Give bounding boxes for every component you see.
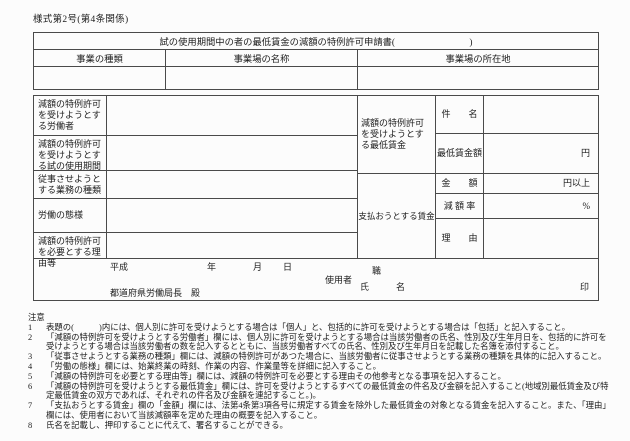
note-number: 6 <box>28 381 33 391</box>
note-number: 3 <box>28 352 33 362</box>
note-number: 4 <box>28 361 33 371</box>
note-item: 3 「従事させようとする業務の種類」欄には、減額の特例許可があつた場合に、当該労働… <box>28 352 612 362</box>
note-item: 2 「減額の特例許可を受けようとする労働者」欄には、個人別に許可を受けようとする場… <box>28 333 612 353</box>
workplace-name-field[interactable] <box>166 67 358 89</box>
trial-period-field[interactable] <box>107 136 358 171</box>
note-number: 8 <box>28 420 33 430</box>
work-mode-field[interactable] <box>107 199 358 233</box>
note-item: 4 「労働の態様」欄には、始業終業の時刻、作業の内容、作業量等を詳細に記入すること… <box>28 362 612 372</box>
reason-field[interactable] <box>107 233 358 259</box>
note-text: 表題の( )内には、個人別に許可を受けようとする場合は「個人」と、包括的に許可を… <box>46 322 570 332</box>
workers-field[interactable] <box>107 96 358 136</box>
paid-wage-group-label: 支払おうとする賃金 <box>358 174 436 259</box>
business-type-field[interactable] <box>34 67 166 89</box>
notes-heading: 注意 <box>28 313 45 322</box>
form-number: 様式第2号(第4条関係) <box>33 15 129 25</box>
day-label: 日 <box>283 262 293 272</box>
note-text: 「労働の態様」欄には、始業終業の時刻、作業の内容、作業量等を詳細に記入すること。 <box>46 361 381 371</box>
reason-label: 減額の特例許可を必要とする理由等 <box>34 233 107 268</box>
note-item: 1 表題の( )内には、個人別に許可を受けようとする場合は「個人」と、包括的に許可… <box>28 323 612 333</box>
workplace-address-field[interactable] <box>358 67 598 89</box>
month-label: 月 <box>253 262 263 272</box>
workplace-address-header: 事業場の所在地 <box>445 55 511 65</box>
note-item: 8 氏名を記載し、押印することに代えて、署名することができる。 <box>28 421 612 431</box>
wage-reason-label: 理 由 <box>436 219 484 259</box>
workplace-name-header: 事業場の名称 <box>166 50 358 66</box>
year-label: 年 <box>207 262 217 272</box>
note-number: 1 <box>28 322 33 332</box>
notes-section: 注意 1 表題の( )内には、個人別に許可を受けようとする場合は「個人」と、包括的… <box>28 313 612 431</box>
amount-label: 金 額 <box>436 174 484 194</box>
header-table: 試の使用期間中の者の最低賃金の減額の特例許可申請書( ) 事業の種類 事業場の名… <box>33 32 599 90</box>
addressee-label: 都道府県労働局長 殿 <box>110 288 201 298</box>
min-wage-group-label: 減額の特例許可を受けようとする最低賃金 <box>358 96 436 174</box>
name-label: 氏 名 <box>360 282 406 292</box>
seal-label: 印 <box>580 282 590 292</box>
work-mode-label: 労働の態様 <box>34 199 107 233</box>
business-type-header: 事業の種類 <box>34 50 166 66</box>
work-type-field[interactable] <box>107 171 358 199</box>
min-wage-amount-label: 最低賃金額 <box>436 134 484 174</box>
note-text: 「減額の特例許可を必要とする理由等」欄には、減額の特例許可を必要とする理由その他… <box>46 371 506 381</box>
wage-reason-field[interactable] <box>484 219 598 259</box>
subject-label: 件 名 <box>436 96 484 134</box>
note-number: 7 <box>28 401 33 411</box>
position-label: 職 <box>372 266 382 276</box>
trial-period-label: 減額の特例許可を受けようとする試の使用期間 <box>34 136 107 171</box>
note-text: 氏名を記載し、押印することに代えて、署名することができる。 <box>46 420 288 430</box>
note-number: 2 <box>28 332 33 342</box>
work-type-label: 従事させようとする業務の種類 <box>34 171 107 199</box>
min-wage-amount-field[interactable]: 円 <box>484 134 598 174</box>
note-text: 「減額の特例許可を受けようとする労働者」欄には、個人別に許可を受けようとする場合… <box>46 332 607 352</box>
note-item: 6 「減額の特例許可を受けようとする最低賃金」欄には、許可を受けようとするすべての… <box>28 382 612 402</box>
note-item: 5 「減額の特例許可を必要とする理由等」欄には、減額の特例許可を必要とする理由その… <box>28 372 612 382</box>
rate-field[interactable]: % <box>484 194 598 219</box>
note-text: 「支払おうとする賃金」欄の「金額」欄には、法第4条第3項各号に規定する賃金を除外… <box>46 401 611 420</box>
signature-section: 平成 年 月 日 職 使用者 氏 名 印 都道府県労働局長 殿 <box>34 259 598 300</box>
reduction-rate-label: 減 額 率 <box>436 194 484 219</box>
note-text: 「減額の特例許可を受けようとする最低賃金」欄には、許可を受けようとするすべての最… <box>46 381 609 401</box>
era-label: 平成 <box>110 262 129 272</box>
unit-yen-over: 円以上 <box>562 178 590 188</box>
header-columns: 事業の種類 事業場の名称 事業場の所在地 <box>34 50 598 67</box>
note-text: 「従事させようとする業務の種類」欄には、減額の特例許可があつた場合に、当該労働者… <box>46 352 607 362</box>
note-item: 7 「支払おうとする賃金」欄の「金額」欄には、法第4条第3項各号に規定する賃金を除… <box>28 401 612 421</box>
note-number: 5 <box>28 371 33 381</box>
unit-percent: % <box>582 200 591 211</box>
unit-yen: 円 <box>580 148 590 158</box>
body-table: 減額の特例許可を受けようとする労働者 減額の特例許可を受けようとする試の使用期間… <box>33 95 599 301</box>
amount-field[interactable]: 円以上 <box>484 174 598 194</box>
employer-label: 使用者 <box>325 275 353 285</box>
workers-label: 減額の特例許可を受けようとする労働者 <box>34 96 107 136</box>
subject-field[interactable] <box>484 96 598 134</box>
form-title: 試の使用期間中の者の最低賃金の減額の特例許可申請書( ) <box>34 33 598 50</box>
header-blank-row <box>34 67 598 89</box>
